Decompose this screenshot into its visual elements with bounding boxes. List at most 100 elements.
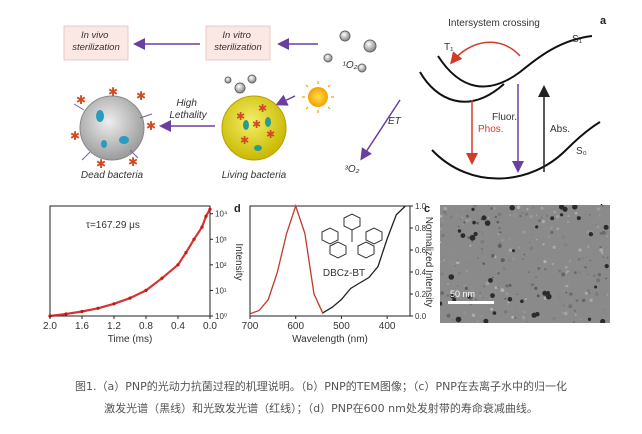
high-lethality-label: High Lethality [169,98,207,121]
tem-grain [563,243,568,247]
tem-grain [476,215,480,219]
tem-grain [441,219,444,222]
tem-grain [494,286,498,290]
tem-grain [440,227,442,231]
tem-grain [499,242,501,244]
tem-grain [596,278,601,283]
tem-grain [496,220,500,224]
tem-grain [561,272,566,277]
tem-grain [451,318,455,322]
tem-particle [531,312,537,318]
tem-particle [509,205,515,211]
tem-grain [452,262,454,265]
panel-d-ylabel: Intensity [233,243,244,280]
arrow-energy-transfer [360,99,401,161]
tem-grain [490,207,494,210]
tem-grain [440,260,442,263]
tem-grain [473,205,477,208]
tem-grain [574,211,578,215]
panel-c-ytick-label: 1.0 [415,202,427,211]
panel-c-xtick-label: 400 [379,321,396,332]
tem-grain [497,272,500,275]
tem-grain [440,291,444,295]
tem-grain [597,272,601,277]
panel-c-marks [249,203,406,315]
tem-grain [446,313,451,318]
tem-grain [598,214,602,218]
in-vivo-line-2: sterilization [72,42,120,53]
tem-grain [552,245,556,249]
tem-grain [596,225,600,229]
tem-grain [440,272,444,276]
tem-grain [536,238,538,241]
tem-grain [536,294,540,298]
tem-particle [484,220,491,226]
tem-grain [586,245,590,249]
tem-grain [606,235,608,237]
panel-d-xtick-label: 0.8 [139,321,153,332]
tem-grain [557,296,562,300]
tem-grain [465,219,469,223]
tem-grain [481,232,484,235]
panel-d-yticks: 10⁰ 10¹ 10² 10³ 10⁴ [210,210,228,321]
tem-grain [477,230,481,233]
tem-grain [584,291,588,295]
tem-grain [500,288,505,292]
dead-bacteria-label: Dead bacteria [81,170,144,181]
tem-grain [504,214,507,217]
tem-particle [572,205,578,210]
tem-grain [504,297,507,300]
tem-particle [594,285,598,289]
tem-particle [448,274,455,280]
tem-grain [507,301,510,304]
tem-particle [483,318,489,323]
tem-grain [542,243,545,246]
tem-particle [450,293,456,299]
tem-grain [569,292,573,296]
tem-grain [606,293,609,296]
tem-grain [550,230,554,235]
tem-grain [549,226,553,230]
tem-grain [580,318,582,321]
panel-c-ylabel: Normalized Intensity [423,217,434,308]
tem-particle [507,297,513,302]
tem-grain [456,258,460,262]
tem-noise [440,205,610,323]
tem-grain [483,307,487,311]
tem-particle [488,278,493,283]
molecule-structure [321,213,383,259]
in-vitro-label: In vitro sterilization [214,30,262,53]
tem-grain [523,253,526,256]
tem-grain [535,276,537,278]
tem-grain [565,284,569,288]
tem-grain [471,241,473,243]
panel-d-ytick-label: 10¹ [215,286,227,295]
tem-grain [543,260,547,264]
svg-text:✱: ✱ [128,155,138,169]
tem-grain [529,241,531,243]
phos-label: Phos. [478,124,504,135]
triplet-oxygen-label: ³O₂ [345,164,360,175]
tem-grain [508,236,512,241]
tem-grain [508,248,513,252]
tem-grain [533,310,535,312]
tem-grain [573,321,575,323]
tem-grain [463,311,467,314]
tem-grain [552,316,556,321]
tem-grain [541,219,545,224]
tem-grain [587,289,591,293]
panel-c-xtick-label: 600 [287,321,304,332]
panel-d-annotation: τ=167.29 μs [86,220,140,231]
tem-grain [567,221,569,223]
tem-grain [490,307,494,311]
panel-c-plot: DBCz-BT 700 600 500 400 0.00.20.40.60.81.0 … [242,202,434,345]
tem-grain [447,282,449,285]
tem-particle [588,232,594,237]
tem-grain [513,307,518,311]
tem-grain [609,206,610,208]
tem-grain [522,230,526,234]
tem-grain [497,212,502,217]
tem-grain [458,271,461,275]
tem-grain [485,281,490,286]
